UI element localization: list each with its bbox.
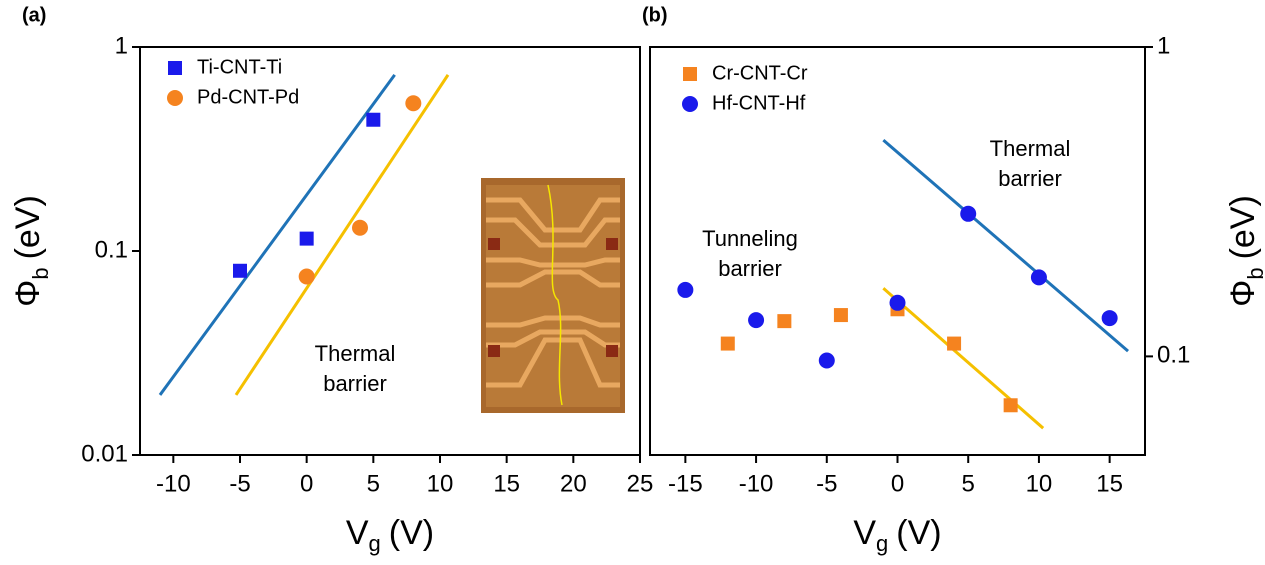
x-tick-label: 5 — [367, 470, 380, 497]
x-tick-label: -10 — [156, 470, 191, 497]
fit-line — [234, 74, 450, 396]
legend-marker — [683, 67, 697, 81]
legend-marker — [682, 96, 698, 112]
axis-title: Vg (V) — [346, 514, 434, 556]
legend-label: Hf-CNT-Hf — [712, 92, 806, 114]
annotation: Tunneling — [702, 226, 798, 251]
x-tick-label: 0 — [891, 470, 904, 497]
marker — [777, 314, 792, 329]
x-tick-label: 5 — [962, 470, 975, 497]
marker — [677, 281, 694, 298]
axis-title-subscript: b — [1243, 267, 1265, 279]
fit-line — [882, 287, 1045, 430]
x-tick-label: 10 — [427, 470, 454, 497]
x-tick-label: 15 — [493, 470, 520, 497]
annotation: barrier — [998, 166, 1062, 191]
annotation: Thermal — [315, 341, 396, 366]
axis-title: Φb (eV) — [9, 195, 53, 307]
annotation: barrier — [718, 256, 782, 281]
panel-label: (b) — [642, 4, 668, 26]
axis-title-subscript: g — [369, 531, 381, 556]
x-tick-label: 20 — [560, 470, 587, 497]
legend-marker — [168, 61, 182, 75]
x-tick-label: -5 — [816, 470, 837, 497]
marker — [818, 352, 835, 369]
marker — [1101, 310, 1118, 327]
axis-title-subscript: b — [28, 267, 53, 279]
x-tick-label: 0 — [300, 470, 313, 497]
marker — [366, 112, 381, 127]
inset-photo — [481, 178, 625, 413]
axis-title-subscript: g — [876, 531, 888, 556]
marker — [889, 294, 906, 311]
axis-title-symbol: Φ — [1224, 280, 1262, 307]
y-tick-label: 0.1 — [1157, 342, 1190, 369]
marker — [947, 336, 962, 351]
y-tick-label: 0.01 — [81, 440, 128, 467]
axis-title-unit: (V) — [389, 514, 434, 552]
y-tick-label: 1 — [115, 32, 128, 59]
axis-title-unit: (eV) — [1224, 195, 1262, 259]
marker — [748, 312, 765, 329]
marker — [960, 205, 977, 222]
axis-title-symbol: V — [346, 514, 369, 552]
axis-title-symbol: Φ — [9, 280, 47, 307]
fit-line — [158, 73, 396, 396]
y-tick-label: 1 — [1157, 32, 1170, 59]
x-tick-label: 10 — [1026, 470, 1053, 497]
axis-title: Φb (eV) — [1224, 195, 1265, 307]
x-tick-label: -10 — [739, 470, 774, 497]
marker — [1003, 398, 1018, 413]
axis-title-symbol: V — [853, 514, 876, 552]
marker — [833, 308, 848, 323]
legend-label: Pd-CNT-Pd — [197, 86, 299, 108]
x-tick-label: -15 — [668, 470, 703, 497]
axis-title-unit: (eV) — [9, 195, 47, 259]
x-tick-label: 25 — [627, 470, 654, 497]
fit-line — [882, 138, 1130, 353]
marker — [298, 268, 315, 285]
marker — [233, 263, 247, 278]
axis-title-unit: (V) — [896, 514, 941, 552]
x-tick-label: -5 — [229, 470, 250, 497]
marker — [1030, 269, 1047, 286]
y-tick-label: 0.1 — [95, 236, 128, 263]
marker — [405, 95, 422, 112]
annotation: barrier — [323, 371, 387, 396]
annotation: Thermal — [990, 136, 1071, 161]
marker — [299, 231, 314, 246]
panel-label: (a) — [22, 4, 46, 26]
legend-marker — [167, 90, 183, 106]
x-tick-label: 15 — [1096, 470, 1123, 497]
marker — [352, 219, 368, 236]
legend-label: Ti-CNT-Ti — [197, 56, 282, 78]
marker — [720, 336, 735, 351]
axis-title: Vg (V) — [853, 514, 941, 556]
legend-label: Cr-CNT-Cr — [712, 62, 808, 84]
